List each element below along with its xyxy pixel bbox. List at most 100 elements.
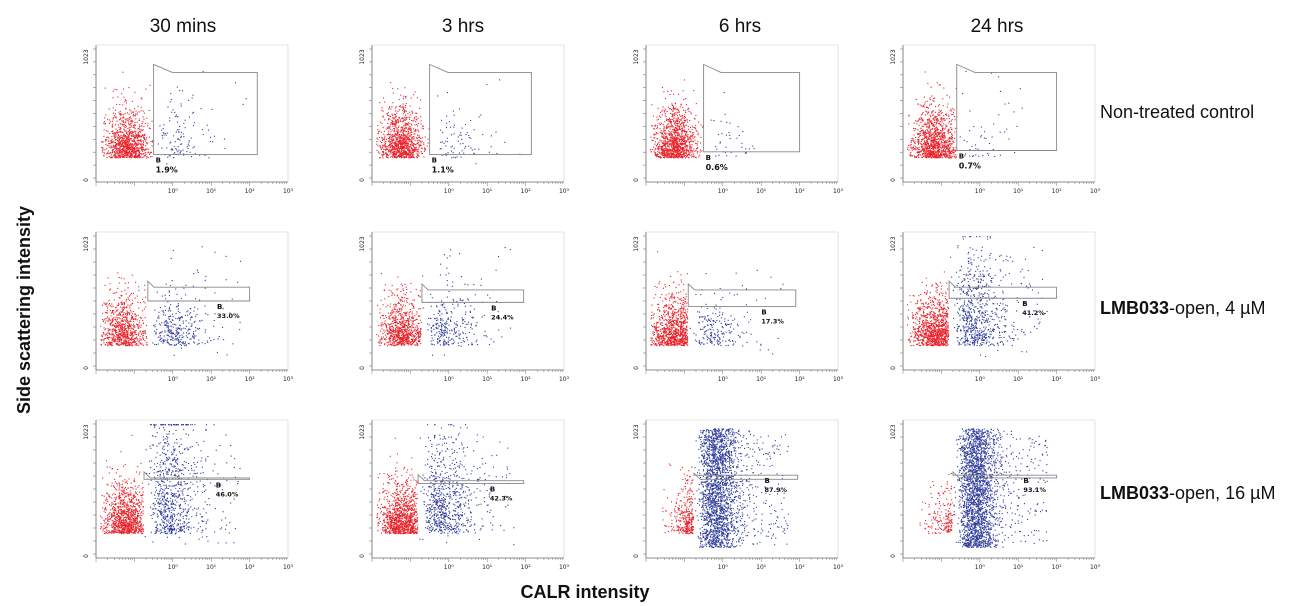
scatter-point	[693, 155, 695, 157]
scatter-point	[393, 151, 395, 154]
scatter-point	[413, 150, 415, 152]
scatter-point	[962, 93, 964, 95]
scatter-point	[692, 140, 694, 142]
scatter-point	[128, 340, 130, 342]
scatter-point	[660, 132, 662, 134]
scatter-point	[114, 136, 116, 138]
scatter-point	[681, 114, 683, 116]
scatter-point	[405, 124, 407, 126]
scatter-point	[414, 143, 416, 145]
scatter-point	[470, 147, 472, 149]
scatter-point	[114, 157, 116, 159]
scatter-point	[415, 112, 417, 114]
scatter-point	[944, 144, 946, 146]
scatter-point	[933, 98, 935, 100]
scatter-point	[115, 134, 117, 136]
scatter-point	[954, 137, 956, 139]
scatter-point	[112, 118, 114, 120]
scatter-point	[122, 120, 124, 122]
scatter-point	[402, 107, 405, 109]
scatter-point	[944, 113, 947, 116]
scatter-point	[115, 116, 117, 118]
scatter-point	[927, 107, 929, 109]
scatter-point	[406, 142, 408, 144]
scatter-point	[127, 152, 129, 154]
scatter-point	[941, 151, 943, 153]
scatter-point	[668, 133, 670, 135]
scatter-point	[397, 133, 399, 135]
scatter-point	[681, 117, 683, 119]
scatter-point	[685, 153, 688, 155]
scatter-point	[395, 152, 397, 154]
scatter-point	[923, 123, 925, 126]
scatter-point	[679, 126, 681, 128]
scatter-point	[427, 138, 429, 140]
scatter-point	[410, 155, 412, 157]
scatter-point	[670, 134, 672, 136]
scatter-point	[119, 142, 122, 144]
scatter-point	[685, 130, 687, 132]
scatter-point	[681, 149, 683, 151]
scatter-point	[1006, 128, 1008, 130]
scatter-point	[408, 145, 410, 147]
scatter-point	[140, 140, 142, 142]
scatter-point	[126, 151, 128, 154]
scatter-point	[681, 147, 683, 149]
scatter-point	[398, 150, 400, 152]
scatter-point	[175, 343, 177, 345]
scatter-point	[133, 320, 135, 322]
x-tick-label: 10⁰	[168, 376, 179, 383]
scatter-point	[677, 129, 679, 131]
scatter-point	[409, 116, 411, 118]
scatter-point	[946, 153, 948, 155]
scatter-point	[441, 141, 443, 143]
scatter-point	[943, 142, 945, 144]
scatter-point	[123, 140, 126, 142]
scatter-point	[677, 120, 679, 122]
scatter-point	[665, 135, 668, 137]
scatter-point	[439, 148, 441, 150]
scatter-point	[107, 150, 109, 152]
scatter-point	[138, 119, 140, 122]
scatter-point	[408, 147, 410, 150]
scatter-point	[188, 145, 190, 147]
scatter-point	[121, 117, 123, 119]
scatter-point	[668, 146, 670, 148]
scatter-point	[397, 137, 399, 139]
scatter-point	[673, 139, 676, 141]
scatter-point	[163, 134, 165, 136]
scatter-point	[673, 157, 675, 159]
scatter-point	[415, 144, 417, 146]
scatter-point	[942, 98, 944, 100]
scatter-point	[424, 149, 426, 151]
scatter-point	[173, 146, 175, 148]
scatter-point	[938, 104, 940, 106]
scatter-point	[499, 79, 501, 81]
scatter-point	[407, 137, 409, 139]
scatter-point	[702, 126, 704, 128]
scatter-point	[402, 98, 405, 100]
scatter-point	[188, 141, 190, 143]
scatter-point	[670, 133, 673, 135]
scatter-point	[404, 116, 406, 118]
scatter-point	[403, 147, 405, 150]
scatter-point	[672, 107, 674, 109]
scatter-point	[681, 139, 684, 142]
scatter-point	[119, 155, 121, 157]
scatter-point	[137, 131, 139, 134]
scatter-point	[672, 141, 674, 143]
scatter-point	[120, 149, 122, 151]
scatter-point	[397, 119, 399, 121]
scatter-point	[142, 110, 144, 112]
scatter-point	[397, 140, 399, 143]
scatter-point	[121, 131, 123, 133]
scatter-point	[676, 129, 678, 131]
scatter-point	[379, 157, 381, 159]
scatter-point	[101, 319, 103, 321]
scatter-point	[140, 110, 142, 112]
scatter-point	[408, 155, 410, 157]
scatter-point	[668, 119, 670, 121]
scatter-point	[446, 115, 448, 117]
scatter-point	[919, 130, 921, 133]
scatter-point	[678, 140, 680, 142]
